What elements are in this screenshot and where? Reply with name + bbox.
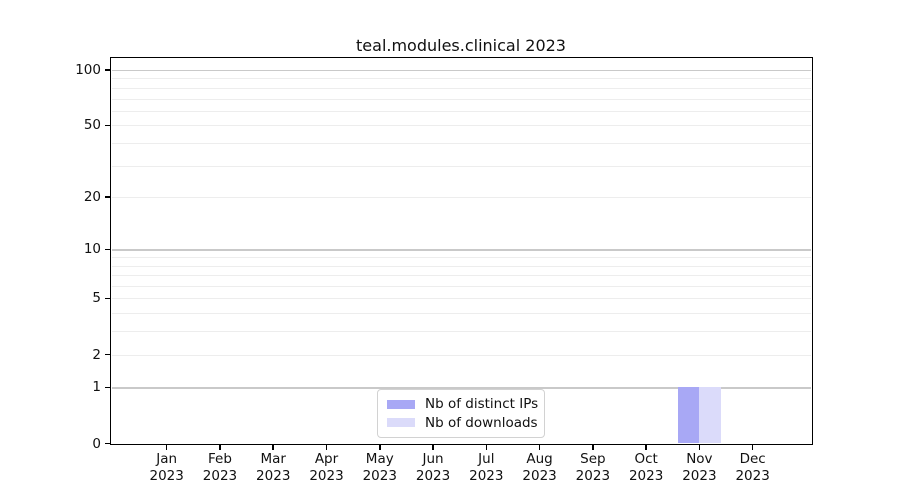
chart-title: teal.modules.clinical 2023 — [356, 36, 566, 55]
x-tick-month: Sep — [580, 451, 606, 467]
x-tick — [379, 445, 381, 450]
y-tick-label: 100 — [75, 61, 101, 78]
x-tick — [432, 445, 434, 450]
y-tick-label: 5 — [92, 290, 101, 307]
x-tick-label: Mar 2023 — [228, 451, 318, 484]
x-tick-year: 2023 — [362, 467, 397, 484]
y-tick-label: 2 — [92, 346, 101, 363]
x-tick-month: Jun — [422, 451, 444, 467]
legend-label: Nb of distinct IPs — [425, 396, 539, 413]
x-tick-year: 2023 — [735, 467, 770, 484]
x-tick-month: Dec — [739, 451, 766, 467]
x-tick-label: May 2023 — [335, 451, 425, 484]
x-tick-label: Jan 2023 — [122, 451, 212, 484]
x-tick-year: 2023 — [469, 467, 504, 484]
x-tick — [272, 445, 274, 450]
x-tick — [485, 445, 488, 450]
y-tick-label: 0 — [92, 435, 101, 452]
x-tick-label: Sep 2023 — [548, 451, 638, 484]
x-tick-year: 2023 — [202, 467, 238, 484]
x-tick-label: Apr 2023 — [282, 451, 372, 484]
y-tick-label: 1 — [92, 379, 101, 396]
x-tick-month: Jul — [478, 451, 495, 467]
x-tick-month: Mar — [260, 451, 286, 467]
x-tick — [698, 445, 701, 450]
x-tick-month: Feb — [208, 451, 232, 467]
x-tick-year: 2023 — [628, 467, 664, 484]
x-tick-month: Nov — [686, 451, 713, 467]
x-tick-month: May — [365, 451, 394, 467]
y-tick-label: 10 — [83, 241, 101, 258]
x-tick-label: Dec 2023 — [708, 451, 798, 484]
x-tick-year: 2023 — [256, 467, 291, 484]
x-tick-label: Oct 2023 — [601, 451, 691, 484]
x-tick — [645, 445, 647, 450]
legend: Nb of distinct IPs Nb of downloads — [377, 389, 545, 438]
x-tick-year: 2023 — [415, 467, 451, 484]
x-tick-label: Jun 2023 — [388, 451, 478, 484]
legend-item: Nb of downloads — [387, 414, 538, 433]
x-tick — [165, 445, 168, 450]
x-tick-month: Jan — [156, 451, 178, 467]
x-tick — [592, 445, 594, 450]
x-tick-year: 2023 — [309, 467, 344, 484]
legend-swatch — [387, 418, 415, 428]
x-tick — [751, 445, 754, 450]
x-tick-label: Aug 2023 — [495, 451, 585, 484]
x-tick-month: Aug — [526, 451, 553, 467]
x-tick — [538, 445, 541, 450]
legend-swatch — [387, 399, 415, 409]
x-tick-year: 2023 — [682, 467, 717, 484]
plot-border — [110, 57, 813, 445]
x-tick-label: Jul 2023 — [441, 451, 531, 484]
legend-item: Nb of distinct IPs — [387, 395, 539, 414]
y-tick-label: 50 — [83, 117, 101, 134]
x-tick-month: Apr — [314, 451, 339, 467]
x-tick-month: Oct — [634, 451, 658, 467]
x-tick-label: Nov 2023 — [654, 451, 744, 484]
x-tick-year: 2023 — [149, 467, 184, 484]
x-tick-year: 2023 — [522, 467, 557, 484]
y-tick-label: 20 — [83, 189, 101, 206]
legend-label: Nb of downloads — [425, 414, 538, 431]
x-tick-year: 2023 — [575, 467, 611, 484]
x-tick — [219, 445, 221, 450]
x-tick-label: Feb 2023 — [175, 451, 265, 484]
x-tick — [325, 445, 328, 450]
